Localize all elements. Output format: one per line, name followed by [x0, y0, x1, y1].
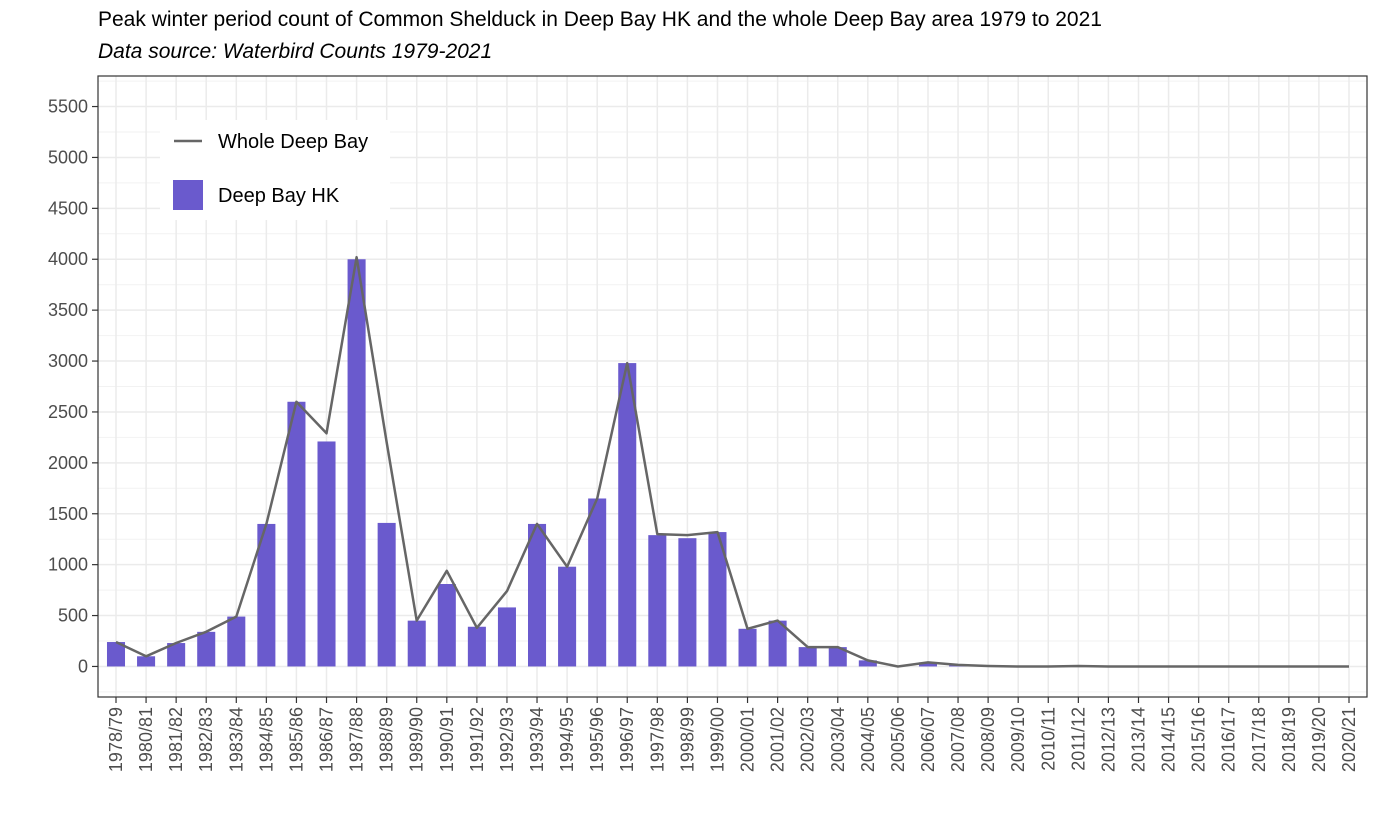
- bar: [648, 535, 667, 667]
- x-tick-label: 2000/01: [738, 707, 758, 772]
- bar: [918, 662, 937, 667]
- x-tick-label: 1991/92: [467, 707, 487, 772]
- bar: [197, 631, 216, 667]
- major-gridlines: [98, 76, 1367, 697]
- x-tick-label: 2010/11: [1038, 707, 1058, 771]
- x-tick-label: 1978/79: [106, 707, 126, 772]
- x-tick-label: 1989/90: [407, 707, 427, 772]
- bar: [738, 628, 757, 667]
- bar: [407, 620, 426, 667]
- bar: [377, 522, 396, 667]
- bar: [227, 616, 246, 667]
- x-tick-label: 1981/82: [166, 707, 186, 772]
- x-tick-label: 2015/16: [1189, 707, 1209, 772]
- x-tick-label: 2006/07: [918, 707, 938, 772]
- x-tick-label: 1999/00: [707, 707, 727, 772]
- y-tick-label: 1000: [48, 555, 88, 575]
- x-tick-label: 2003/04: [828, 707, 848, 772]
- legend-label-bar: Deep Bay HK: [218, 185, 340, 207]
- y-tick-label: 4500: [48, 198, 88, 218]
- x-tick-label: 1982/83: [196, 707, 216, 772]
- x-tick-label: 1988/89: [377, 707, 397, 772]
- bar: [828, 647, 847, 667]
- chart-title: Peak winter period count of Common Sheld…: [98, 8, 1102, 31]
- x-tick-label: 2009/10: [1008, 707, 1028, 772]
- legend: Whole Deep Bay Deep Bay HK: [160, 120, 390, 220]
- bar: [106, 642, 126, 667]
- plot-panel-border: [97, 75, 1368, 698]
- legend-bar-key: [173, 180, 203, 210]
- x-tick-label: 2004/05: [858, 707, 878, 772]
- bar: [437, 583, 456, 667]
- x-tick-label: 1980/81: [136, 707, 156, 772]
- y-axis: 0 500 1000 1500 2000 2500 3000 3500 4000 4500 5000…: [48, 97, 98, 676]
- whole-deep-bay-line: [115, 255, 1349, 668]
- bar: [798, 647, 817, 667]
- x-tick-label: 2007/08: [948, 707, 968, 772]
- y-tick-label: 5500: [48, 97, 88, 117]
- bar: [528, 523, 547, 667]
- x-tick-label: 2001/02: [768, 707, 788, 772]
- y-tick-label: 3500: [48, 300, 88, 320]
- y-tick-label: 0: [78, 656, 88, 676]
- y-tick-label: 3000: [48, 351, 88, 371]
- x-tick-label: 1986/87: [317, 707, 337, 772]
- x-tick-label: 2020/21: [1339, 707, 1359, 772]
- bar: [558, 566, 577, 667]
- legend-label-line: Whole Deep Bay: [218, 131, 368, 153]
- y-tick-label: 4000: [48, 249, 88, 269]
- x-tick-label: 2011/12: [1068, 707, 1088, 771]
- x-tick-label: 2018/19: [1279, 707, 1299, 772]
- x-tick-label: 1984/85: [256, 707, 276, 772]
- x-tick-label: 1996/97: [617, 707, 637, 772]
- chart-subtitle: Data source: Waterbird Counts 1979-2021: [98, 40, 493, 63]
- bar: [708, 532, 727, 667]
- x-tick-label: 1994/95: [557, 707, 577, 772]
- bar: [167, 643, 186, 667]
- x-tick-label: 2017/18: [1249, 707, 1269, 772]
- bar-series: [106, 259, 1088, 667]
- bar: [497, 607, 516, 667]
- bar: [467, 626, 486, 667]
- bar: [588, 498, 607, 667]
- x-tick-label: 1983/84: [226, 707, 246, 772]
- bar: [347, 259, 366, 667]
- x-tick-label: 1990/91: [437, 707, 457, 772]
- x-tick-label: 2005/06: [888, 707, 908, 772]
- bar: [858, 660, 877, 667]
- y-tick-label: 2000: [48, 453, 88, 473]
- x-tick-label: 1998/99: [677, 707, 697, 772]
- bar: [768, 620, 787, 667]
- x-tick-label: 2013/14: [1128, 707, 1148, 772]
- bar: [287, 401, 306, 667]
- x-tick-label: 2019/20: [1309, 707, 1329, 772]
- x-tick-label: 1995/96: [587, 707, 607, 772]
- y-tick-label: 5000: [48, 147, 88, 167]
- bar: [257, 523, 276, 667]
- y-tick-label: 500: [58, 606, 88, 626]
- x-axis: 1978/79 1980/81 1981/82 1982/83 1983/84 1984/…: [106, 697, 1359, 772]
- x-tick-label: 2002/03: [798, 707, 818, 772]
- bar: [137, 656, 156, 667]
- x-tick-label: 1987/88: [347, 707, 367, 772]
- line-series: [115, 255, 1349, 668]
- x-tick-label: 1993/94: [527, 707, 547, 772]
- x-tick-label: 2012/13: [1098, 707, 1118, 772]
- x-tick-label: 1985/86: [286, 707, 306, 772]
- bar: [618, 363, 637, 667]
- x-tick-label: 2008/09: [978, 707, 998, 772]
- y-tick-label: 2500: [48, 402, 88, 422]
- bar: [317, 441, 336, 667]
- x-tick-label: 2014/15: [1159, 707, 1179, 772]
- x-tick-label: 2016/17: [1219, 707, 1239, 772]
- y-tick-label: 1500: [48, 504, 88, 524]
- bar: [678, 538, 697, 667]
- x-tick-label: 1997/98: [647, 707, 667, 772]
- x-tick-label: 1992/93: [497, 707, 517, 772]
